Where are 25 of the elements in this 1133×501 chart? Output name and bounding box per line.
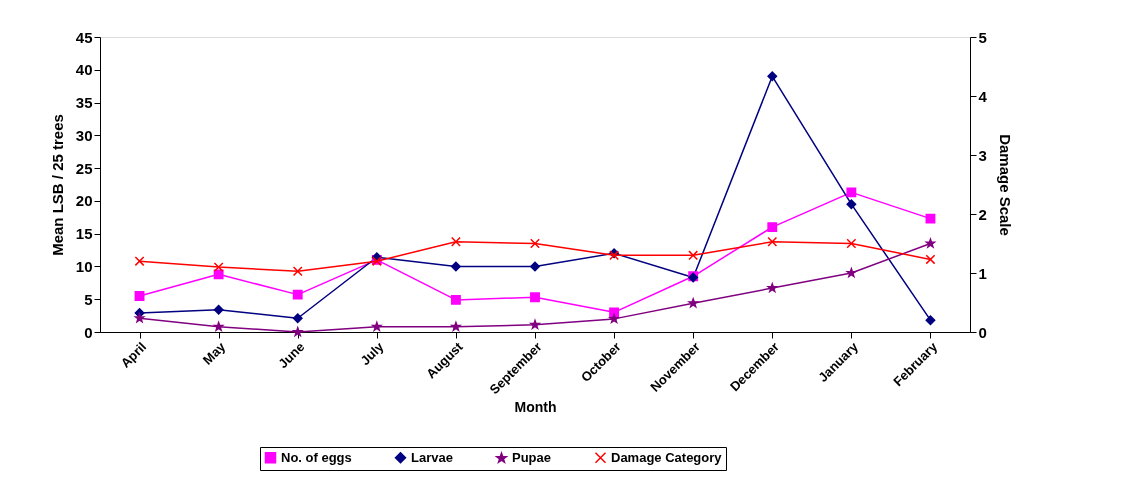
y-tick-label: 35 — [75, 94, 93, 112]
y-tick-label: 15 — [75, 225, 93, 243]
legend-label: Pupae — [512, 450, 552, 466]
y-tick-label: 0 — [84, 323, 93, 341]
x-tick-label: July — [357, 338, 388, 369]
x-axis-title: Month — [514, 399, 557, 416]
y-axis-title: Mean LSB / 25 trees — [48, 114, 66, 256]
y2-axis-title: Damage Scale — [996, 134, 1014, 236]
y2-tick-label: 2 — [978, 205, 987, 223]
y-tick-label: 40 — [75, 61, 93, 79]
y-tick-label: 30 — [75, 126, 93, 144]
y2-tick-label: 3 — [978, 146, 987, 164]
legend-label: Larvae — [411, 449, 453, 465]
y2-tick-label: 5 — [978, 28, 987, 46]
y2-tick-label: 1 — [978, 264, 987, 282]
y-tick-label: 45 — [75, 28, 93, 46]
legend-label: No. of eggs — [281, 449, 352, 465]
y-tick-label: 20 — [75, 192, 93, 210]
y-tick-label: 25 — [75, 159, 93, 177]
x-tick-label: May — [199, 338, 229, 368]
y2-tick-label: 4 — [978, 87, 988, 105]
y2-tick-label: 0 — [978, 323, 987, 341]
y-tick-label: 10 — [75, 257, 93, 275]
legend-label: Damage Category — [611, 449, 723, 465]
y-tick-label: 5 — [84, 290, 93, 308]
